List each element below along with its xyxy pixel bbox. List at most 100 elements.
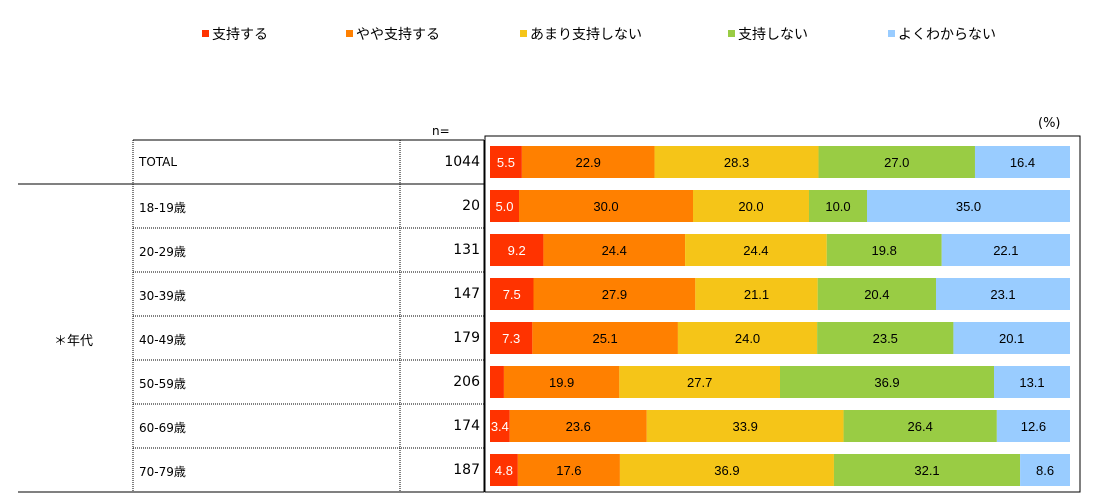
legend-swatch [202,30,209,37]
data-label: 22.1 [993,243,1018,258]
data-label: 23.5 [873,331,898,346]
data-label: 20.4 [864,287,889,302]
bar-segment [994,366,1070,398]
data-label: 24.4 [602,243,627,258]
n-value: 131 [453,242,480,258]
bar-segment [490,278,534,310]
data-label: 36.9 [714,463,739,478]
bar-segment [519,190,693,222]
data-label: 5.5 [497,155,515,170]
data-label: 13.1 [1019,375,1044,390]
bar-segment [490,190,519,222]
bar-segment [490,366,504,398]
legend-label: あまり支持しない [530,27,642,43]
bar-segment [974,146,1070,178]
row-label: 20-29歳 [139,245,186,259]
data-label: 17.6 [556,463,581,478]
bar-segment [843,410,997,442]
bar-segment [817,322,954,354]
data-label: 25.1 [592,331,617,346]
bar-segment [941,234,1070,266]
legend-swatch [888,30,895,37]
data-label: 27.0 [884,155,909,170]
bar-segment [826,234,942,266]
legend-label: やや支持する [356,27,440,43]
n-value: 206 [453,374,480,390]
bar-segment [695,278,818,310]
data-label: 26.4 [908,419,933,434]
bar-segment [780,366,995,398]
data-label: 3.4 [491,419,509,434]
n-value: 187 [453,462,480,478]
data-label: 19.9 [549,375,574,390]
bar-segment [490,454,518,486]
data-label: 7.3 [502,331,520,346]
data-label: 33.9 [733,419,758,434]
data-label: 4.8 [495,463,513,478]
data-label: 12.6 [1021,419,1046,434]
bar-segment [543,234,686,266]
data-label: 5.0 [495,199,513,214]
n-value: 179 [453,330,480,346]
legend-item-yaya-shiji: やや支持する [346,26,440,44]
legend: 支持する やや支持する あまり支持しない 支持しない よくわからない [0,0,1102,60]
bar-segment [490,234,544,266]
bar-segment [619,454,834,486]
bar-segment [809,190,867,222]
bar-segment [1020,454,1070,486]
data-label: 23.1 [990,287,1015,302]
data-label: 9.2 [508,243,526,258]
unit-label: (%) [1038,116,1061,131]
plot-frame [484,135,1081,493]
data-label: 27.9 [602,287,627,302]
legend-item-amari-shijishinai: あまり支持しない [520,26,642,44]
bar-segment [509,410,647,442]
data-label: 36.9 [874,375,899,390]
data-label: 24.0 [735,331,760,346]
bar-segment [533,278,696,310]
data-label: 19.8 [872,243,897,258]
bar-segment [521,146,655,178]
legend-swatch [520,30,527,37]
data-label: 10.0 [825,199,850,214]
legend-swatch [346,30,353,37]
data-label: 23.6 [566,419,591,434]
legend-label: よくわからない [898,27,996,43]
bar-segment [503,366,620,398]
legend-label: 支持しない [738,27,808,43]
data-label: 7.5 [503,287,521,302]
n-value: 1044 [444,154,480,170]
bar-segment [953,322,1070,354]
data-label: 24.4 [743,243,768,258]
bar-segment [646,410,844,442]
row-label: 30-39歳 [139,289,186,303]
row-label: 18-19歳 [139,201,186,215]
data-label: 28.3 [724,155,749,170]
row-label: 60-69歳 [139,421,186,435]
bar-segment [517,454,620,486]
row-label: 40-49歳 [139,333,186,347]
legend-item-yokuwakaranai: よくわからない [888,26,996,44]
bar-segment [818,146,975,178]
bar-segment [490,146,522,178]
data-label: 35.0 [956,199,981,214]
row-label: TOTAL [139,155,178,169]
legend-item-shiji: 支持する [202,26,268,44]
n-header: n= [432,124,450,138]
data-label: 20.1 [999,331,1024,346]
data-label: 16.4 [1010,155,1035,170]
bar-segment [817,278,937,310]
data-label: 32.1 [914,463,939,478]
bar-segment [867,190,1070,222]
data-label: 21.1 [744,287,769,302]
n-value: 174 [453,418,480,434]
legend-label: 支持する [212,27,268,43]
n-value: 147 [453,286,480,302]
bar-segment [490,410,510,442]
n-value: 20 [462,198,480,214]
bar-segment [833,454,1021,486]
row-label: 50-59歳 [139,377,186,391]
bar-segment [654,146,819,178]
group-label: ＊年代 [54,334,94,349]
data-label: 30.0 [593,199,618,214]
